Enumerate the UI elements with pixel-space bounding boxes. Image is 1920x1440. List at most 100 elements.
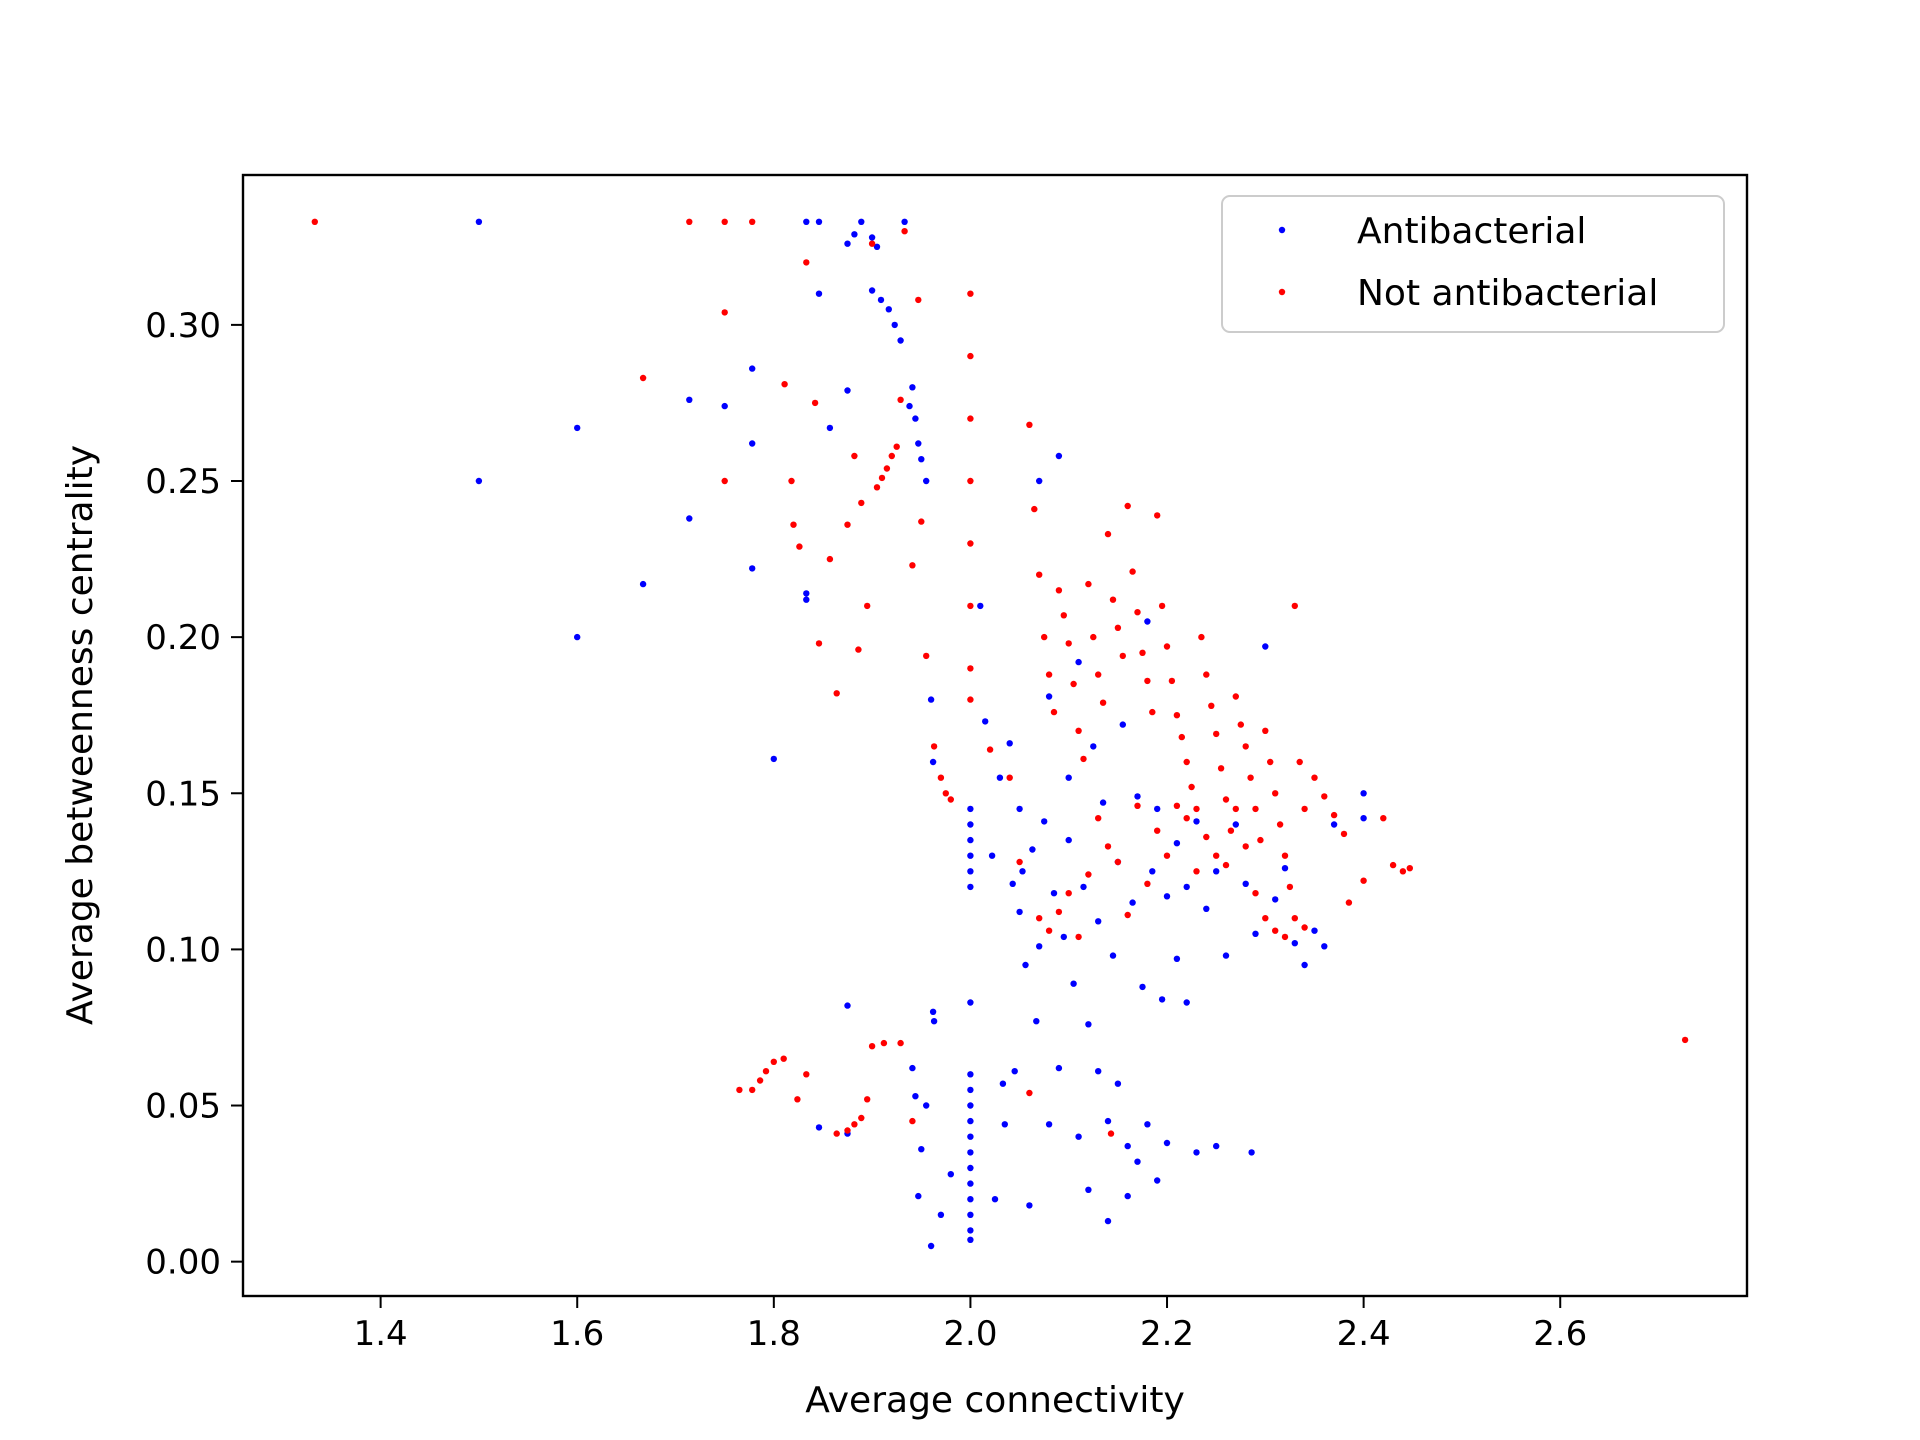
data-point: [888, 452, 895, 460]
data-point: [762, 1068, 770, 1075]
data-point: [947, 1171, 954, 1178]
data-point: [918, 518, 925, 525]
data-point: [1104, 1217, 1112, 1225]
data-point: [574, 424, 581, 432]
data-point: [1114, 1080, 1122, 1087]
data-point: [912, 1093, 919, 1100]
data-point: [982, 718, 989, 725]
data-point: [1183, 999, 1190, 1006]
data-point: [803, 218, 810, 225]
data-point: [1009, 880, 1016, 887]
data-point: [803, 259, 810, 266]
x-tick-label: 2.6: [1533, 1314, 1587, 1354]
data-point: [1158, 996, 1166, 1003]
data-point: [1104, 1117, 1112, 1125]
data-point: [311, 218, 318, 225]
data-point: [1144, 677, 1151, 685]
data-point: [1149, 868, 1156, 875]
data-point: [923, 652, 930, 660]
data-point: [1360, 877, 1367, 884]
data-point: [1036, 477, 1043, 485]
data-point: [815, 1124, 823, 1131]
data-point: [749, 1086, 756, 1094]
data-point: [1291, 602, 1299, 610]
series-not-antibacterial: [311, 218, 1689, 1137]
plot-frame: [241, 173, 1749, 1298]
data-point: [1227, 827, 1235, 834]
data-point: [918, 1146, 925, 1153]
data-point: [915, 296, 922, 304]
data-point: [918, 456, 925, 463]
data-point: [770, 755, 777, 763]
data-point: [1001, 1121, 1008, 1128]
data-point: [929, 1008, 937, 1015]
data-point: [1213, 730, 1220, 738]
data-point: [1070, 980, 1077, 987]
points-layer: [311, 218, 1689, 1250]
data-point: [909, 1064, 916, 1072]
data-point: [749, 440, 756, 447]
data-point: [1134, 609, 1141, 616]
data-point: [1085, 1021, 1092, 1028]
data-point: [1036, 915, 1043, 922]
y-tick-label: 0.00: [145, 1243, 221, 1283]
data-point: [1193, 805, 1200, 813]
data-point: [1154, 512, 1161, 519]
data-point: [1213, 1142, 1220, 1150]
data-point: [1011, 1068, 1018, 1075]
data-point: [1031, 505, 1038, 513]
data-point: [967, 805, 974, 813]
data-point: [967, 665, 974, 672]
data-point: [844, 1127, 851, 1134]
y-tick-label: 0.30: [145, 306, 221, 346]
data-point: [844, 521, 851, 528]
legend-marker-not-antibacterial: [1278, 288, 1286, 296]
data-point: [1242, 880, 1249, 887]
data-point: [1222, 952, 1230, 959]
data-point: [790, 521, 797, 528]
data-point: [796, 543, 803, 550]
data-point: [1158, 602, 1166, 610]
data-point: [967, 999, 974, 1006]
data-point: [967, 1149, 974, 1156]
data-point: [721, 477, 728, 485]
data-point: [1257, 836, 1264, 844]
data-point: [833, 1130, 840, 1137]
data-point: [1340, 830, 1348, 838]
data-point: [878, 474, 886, 482]
data-point: [851, 452, 858, 460]
data-point: [967, 602, 974, 610]
series-antibacterial: [475, 218, 1367, 1250]
data-point: [1281, 865, 1289, 872]
data-point: [996, 774, 1004, 781]
x-tick-label: 1.4: [354, 1314, 408, 1354]
data-point: [1203, 671, 1210, 678]
data-point: [1203, 905, 1210, 912]
data-point: [1114, 624, 1122, 631]
data-point: [1095, 1068, 1102, 1075]
data-point: [1055, 908, 1063, 916]
data-point: [1291, 915, 1299, 922]
data-point: [1252, 930, 1259, 937]
data-point: [1193, 1149, 1200, 1156]
data-point: [1075, 933, 1082, 941]
x-tick-label: 1.6: [550, 1314, 604, 1354]
data-point: [1065, 640, 1072, 647]
y-tick-label: 0.05: [145, 1087, 221, 1127]
data-point: [826, 424, 834, 432]
data-point: [811, 399, 819, 407]
data-point: [1213, 852, 1220, 859]
data-point: [1026, 421, 1033, 428]
data-point: [1134, 802, 1141, 809]
data-point: [915, 440, 922, 447]
data-point: [1183, 758, 1190, 766]
data-point: [721, 309, 728, 316]
data-point: [1232, 693, 1240, 700]
data-point: [686, 396, 693, 403]
data-point: [901, 228, 908, 235]
data-point: [897, 1039, 904, 1047]
data-point: [880, 1039, 888, 1047]
data-point: [1144, 618, 1151, 625]
data-point: [1163, 893, 1171, 900]
data-point: [1262, 727, 1269, 734]
